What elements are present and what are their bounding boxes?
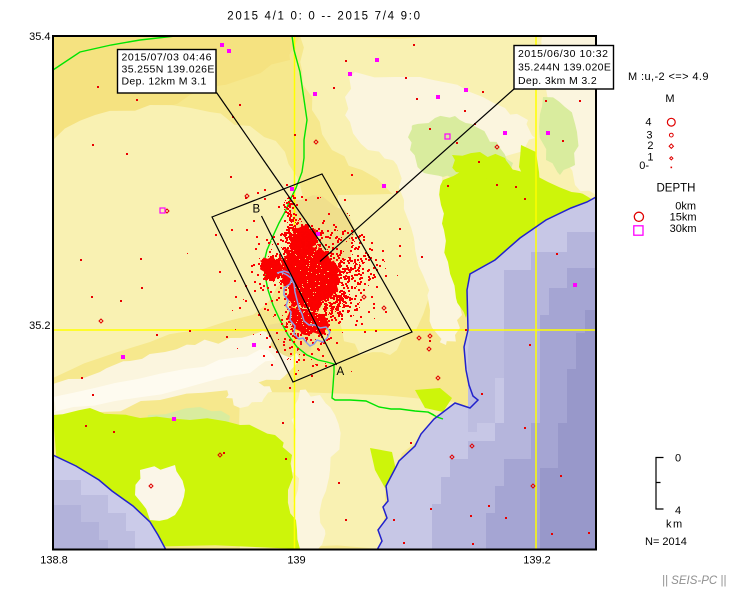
svg-text:30km: 30km <box>670 223 697 235</box>
svg-text:2015 4/1 0: 0 -- 2015 7/4 9:0: 2015 4/1 0: 0 -- 2015 7/4 9:0 <box>227 11 421 23</box>
svg-text:138.8: 138.8 <box>40 555 68 567</box>
svg-text:139: 139 <box>287 555 305 567</box>
svg-text:2015/06/30 10:32: 2015/06/30 10:32 <box>518 48 609 60</box>
svg-text:4: 4 <box>645 116 651 128</box>
svg-text:35.4: 35.4 <box>29 31 50 43</box>
svg-text:0: 0 <box>675 453 681 465</box>
svg-text:A: A <box>337 366 345 378</box>
svg-text:35.255N 139.026E: 35.255N 139.026E <box>122 64 215 76</box>
svg-text:35.244N 139.020E: 35.244N 139.020E <box>518 62 611 74</box>
svg-text:Dep. 12km M 3.1: Dep. 12km M 3.1 <box>122 76 207 88</box>
svg-text:15km: 15km <box>670 211 697 223</box>
svg-text:35.2: 35.2 <box>29 320 50 332</box>
svg-text:M :u,-2 <=> 4.9: M :u,-2 <=> 4.9 <box>628 71 709 83</box>
svg-text:2015/07/03 04:46: 2015/07/03 04:46 <box>122 52 213 64</box>
svg-text:139.2: 139.2 <box>523 555 551 567</box>
svg-text:1: 1 <box>647 151 653 163</box>
svg-text:B: B <box>253 204 261 216</box>
svg-text:|| SEIS-PC ||: || SEIS-PC || <box>662 575 726 587</box>
svg-text:0km: 0km <box>675 201 696 213</box>
svg-text:km: km <box>666 519 684 531</box>
svg-text:3: 3 <box>646 130 652 142</box>
svg-text:DEPTH: DEPTH <box>657 183 696 195</box>
svg-text:N= 2014: N= 2014 <box>645 536 687 548</box>
svg-text:Dep. 3km M 3.2: Dep. 3km M 3.2 <box>518 75 597 87</box>
svg-text:0-: 0- <box>639 160 649 172</box>
svg-text:4: 4 <box>675 505 681 517</box>
svg-text:2: 2 <box>647 140 653 152</box>
svg-text:M: M <box>665 93 674 105</box>
